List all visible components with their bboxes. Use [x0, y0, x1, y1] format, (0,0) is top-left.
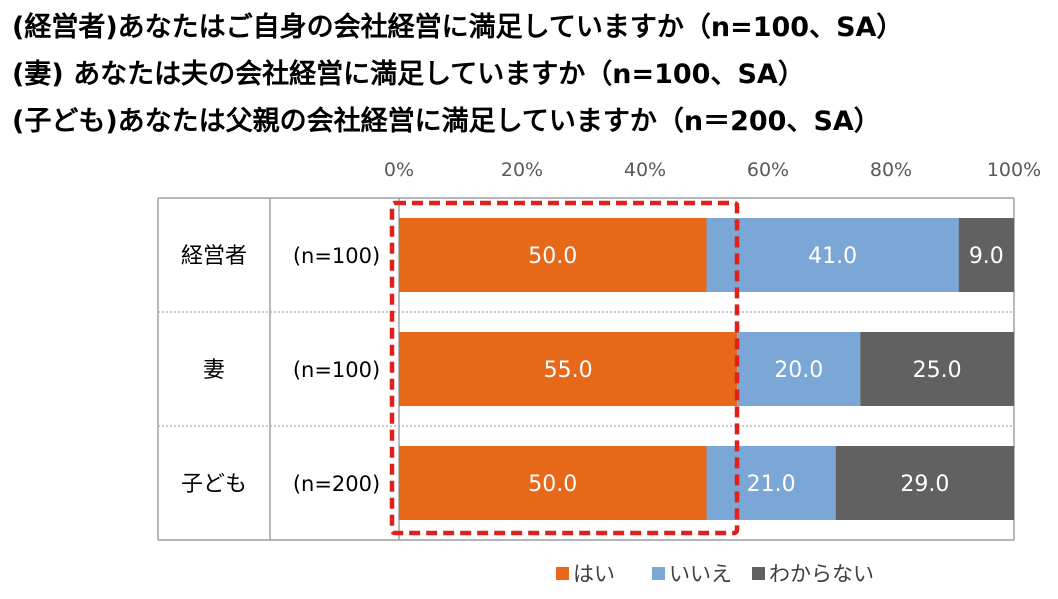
category-label: 経営者 — [181, 244, 247, 269]
bar-segment — [399, 446, 707, 520]
x-tick-label: 100% — [987, 159, 1041, 181]
legend-label: いいえ — [669, 562, 732, 586]
data-label: 25.0 — [913, 358, 962, 383]
bar-segment — [958, 218, 1014, 292]
data-label: 41.0 — [808, 244, 857, 269]
data-label: 55.0 — [544, 358, 593, 383]
data-label: 9.0 — [969, 244, 1004, 269]
sample-size-label: (n=100) — [293, 358, 380, 382]
legend-swatch — [752, 567, 765, 580]
data-labels: 50.0 41.0 9.0 55.0 20.0 25.0 50.0 21.0 29.0 — [528, 244, 1004, 497]
data-label: 29.0 — [900, 472, 949, 497]
x-tick-label: 80% — [870, 159, 912, 181]
bar-segments — [399, 218, 1014, 520]
legend-label: わからない — [769, 562, 874, 586]
x-axis-ticks: 0% 20% 40% 60% 80% 100% — [384, 159, 1041, 181]
chart-title-1: (経営者)あなたはご自身の会社経営に満足していますか（n=100、SA） — [12, 12, 904, 43]
bar-segment — [706, 218, 959, 292]
legend-swatch — [556, 567, 569, 580]
chart-title-3: (子ども)あなたは父親の会社経営に満足していますか（n＝200、SA） — [12, 106, 881, 137]
category-label: 妻 — [203, 358, 225, 383]
legend-label: はい — [573, 562, 615, 586]
category-labels: 経営者 (n=100) 妻 (n=100) 子ども (n=200) — [181, 244, 380, 497]
x-tick-label: 40% — [624, 159, 666, 181]
x-tick-label: 0% — [384, 159, 414, 181]
bar-segment — [737, 332, 861, 406]
data-label: 21.0 — [747, 472, 796, 497]
sample-size-label: (n=200) — [293, 472, 380, 496]
x-tick-label: 60% — [747, 159, 789, 181]
data-label: 20.0 — [774, 358, 823, 383]
x-tick-label: 20% — [501, 159, 543, 181]
legend: はい いいえ わからない — [556, 562, 874, 586]
chart-titles: (経営者)あなたはご自身の会社経営に満足していますか（n=100、SA） (妻)… — [12, 4, 903, 145]
data-label: 50.0 — [528, 472, 577, 497]
bar-segment — [835, 446, 1014, 520]
legend-swatch — [652, 567, 665, 580]
bar-segment — [399, 332, 738, 406]
chart-title-2: (妻) あなたは夫の会社経営に満足していますか（n=100、SA） — [12, 59, 805, 90]
category-label: 子ども — [181, 472, 247, 497]
data-label: 50.0 — [528, 244, 577, 269]
highlight-box — [389, 200, 740, 536]
sample-size-label: (n=100) — [293, 244, 380, 268]
bar-segment — [860, 332, 1014, 406]
highlight-dashed-box — [389, 200, 740, 536]
bar-segment — [706, 446, 836, 520]
bar-segment — [399, 218, 707, 292]
